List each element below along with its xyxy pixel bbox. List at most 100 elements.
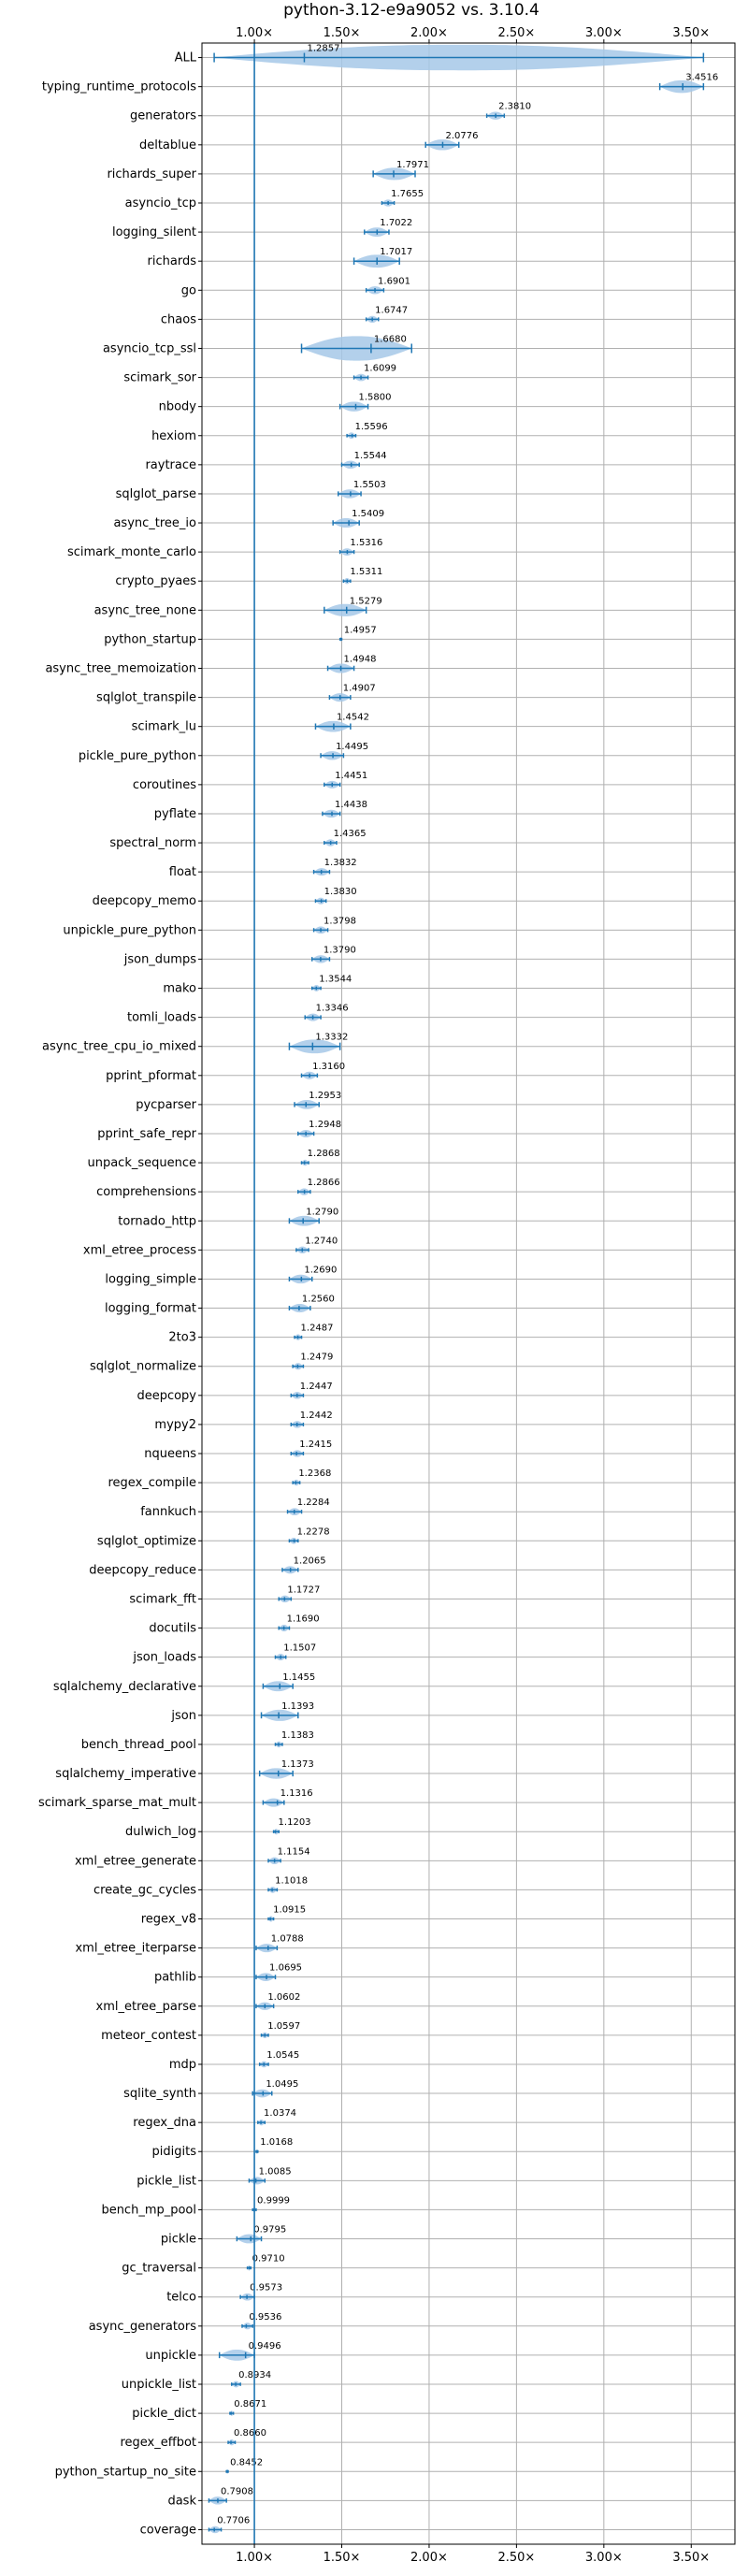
x-tick-label-top: 3.50× — [672, 26, 710, 40]
category-label: sqlglot_parse — [116, 487, 196, 501]
value-label: 1.3790 — [324, 945, 356, 955]
chart-title: python-3.12-e9a9052 vs. 3.10.4 — [283, 1, 539, 20]
value-label: 1.2868 — [308, 1149, 340, 1159]
x-tick-label-bottom: 3.50× — [672, 2551, 710, 2565]
value-label: 2.0776 — [445, 131, 478, 141]
value-label: 1.2953 — [309, 1091, 341, 1101]
value-label: 1.3798 — [324, 916, 356, 926]
category-label: json_dumps — [123, 952, 196, 966]
category-label: ALL — [175, 51, 197, 65]
value-label: 1.6901 — [378, 276, 410, 286]
value-label: 1.5800 — [358, 393, 391, 403]
category-label: mypy2 — [154, 1418, 196, 1432]
x-tick-label-bottom: 1.00× — [236, 2551, 273, 2565]
value-label: 1.3332 — [315, 1033, 348, 1043]
category-label: unpickle — [145, 2349, 196, 2363]
category-label: float — [169, 865, 196, 879]
value-label: 1.2790 — [306, 1207, 338, 1217]
category-label: scimark_sparse_mat_mult — [38, 1796, 196, 1810]
category-label: async_tree_cpu_io_mixed — [42, 1040, 196, 1054]
value-label: 0.9710 — [252, 2254, 285, 2265]
value-label: 1.2442 — [300, 1411, 333, 1421]
value-label: 1.3830 — [324, 887, 357, 897]
value-label: 1.5409 — [352, 509, 384, 519]
category-label: xml_etree_process — [83, 1243, 196, 1257]
value-label: 1.1507 — [283, 1643, 316, 1654]
category-label: pidigits — [152, 2145, 197, 2159]
category-label: mdp — [169, 2058, 196, 2072]
value-label: 1.3832 — [324, 858, 357, 868]
value-label: 0.8452 — [230, 2457, 263, 2467]
category-label: create_gc_cycles — [94, 1883, 196, 1897]
category-label: deepcopy_memo — [93, 894, 196, 908]
category-label: scimark_lu — [132, 720, 196, 734]
value-label: 1.1455 — [282, 1672, 315, 1683]
category-label: hexiom — [151, 429, 196, 443]
value-label: 1.7017 — [380, 247, 412, 257]
category-label: unpickle_list — [122, 2378, 196, 2392]
grid-layer — [202, 43, 735, 2544]
value-label: 1.2065 — [294, 1556, 326, 1566]
category-label: sqlglot_normalize — [90, 1360, 196, 1374]
category-label: richards — [148, 254, 197, 268]
value-label: 1.1154 — [278, 1846, 310, 1857]
category-label: logging_silent — [112, 225, 196, 239]
category-label: nqueens — [144, 1447, 196, 1461]
value-label: 1.5279 — [350, 596, 382, 606]
category-label: pprint_pformat — [106, 1069, 196, 1083]
value-label: 1.3346 — [316, 1004, 349, 1014]
category-label: 2to3 — [168, 1331, 196, 1345]
category-label: asyncio_tcp — [125, 196, 196, 210]
category-label: sqlglot_optimize — [97, 1534, 196, 1548]
category-label: nbody — [159, 400, 197, 414]
x-tick-label-top: 1.50× — [324, 26, 361, 40]
value-label: 1.1018 — [275, 1875, 308, 1886]
value-label: 1.4957 — [344, 625, 377, 635]
category-label: regex_v8 — [141, 1913, 196, 1927]
category-label: async_generators — [89, 2320, 197, 2334]
category-label: logging_simple — [105, 1272, 196, 1286]
category-label: richards_super — [107, 167, 196, 181]
category-label: generators — [130, 109, 196, 123]
x-tick-label-bottom: 1.50× — [324, 2551, 361, 2565]
category-label: meteor_contest — [101, 2029, 196, 2043]
value-label: 1.4438 — [335, 800, 367, 810]
value-label: 1.7971 — [396, 160, 429, 170]
category-label: pickle_list — [137, 2174, 196, 2188]
category-label: deepcopy — [137, 1389, 196, 1403]
category-label: pprint_safe_repr — [97, 1127, 196, 1141]
x-tick-label-top: 2.50× — [497, 26, 535, 40]
value-label: 0.8671 — [234, 2399, 266, 2410]
value-label: 1.2740 — [305, 1236, 338, 1246]
value-label: 1.1373 — [281, 1759, 314, 1770]
category-label: regex_dna — [133, 2116, 196, 2130]
value-label: 1.5316 — [350, 538, 382, 548]
category-label: pycparser — [136, 1098, 196, 1112]
category-label: async_tree_io — [113, 516, 196, 530]
category-label: gc_traversal — [122, 2262, 196, 2276]
category-label: fannkuch — [140, 1505, 196, 1519]
category-label: coverage — [140, 2523, 196, 2537]
category-label: bench_mp_pool — [101, 2203, 196, 2217]
category-label: xml_etree_iterparse — [75, 1942, 196, 1956]
category-label: spectral_norm — [109, 836, 196, 850]
category-label: regex_compile — [108, 1476, 196, 1490]
value-label: 1.2368 — [298, 1469, 331, 1479]
category-label: logging_format — [105, 1302, 196, 1316]
value-label: 1.5544 — [354, 451, 387, 461]
value-label: 1.0788 — [271, 1934, 304, 1945]
plot-frame — [201, 42, 736, 2545]
value-label: 0.7908 — [221, 2486, 253, 2496]
x-tick-label-top: 2.00× — [410, 26, 448, 40]
category-label: mako — [163, 982, 196, 996]
value-label: 1.1727 — [287, 1585, 320, 1595]
category-label: docutils — [149, 1622, 196, 1636]
category-label: coroutines — [133, 778, 196, 792]
value-label: 1.5503 — [353, 480, 386, 490]
value-label: 0.7706 — [217, 2515, 250, 2525]
category-label: dask — [167, 2494, 196, 2508]
category-label: comprehensions — [96, 1185, 196, 1199]
x-tick-label-bottom: 3.00× — [585, 2551, 623, 2565]
